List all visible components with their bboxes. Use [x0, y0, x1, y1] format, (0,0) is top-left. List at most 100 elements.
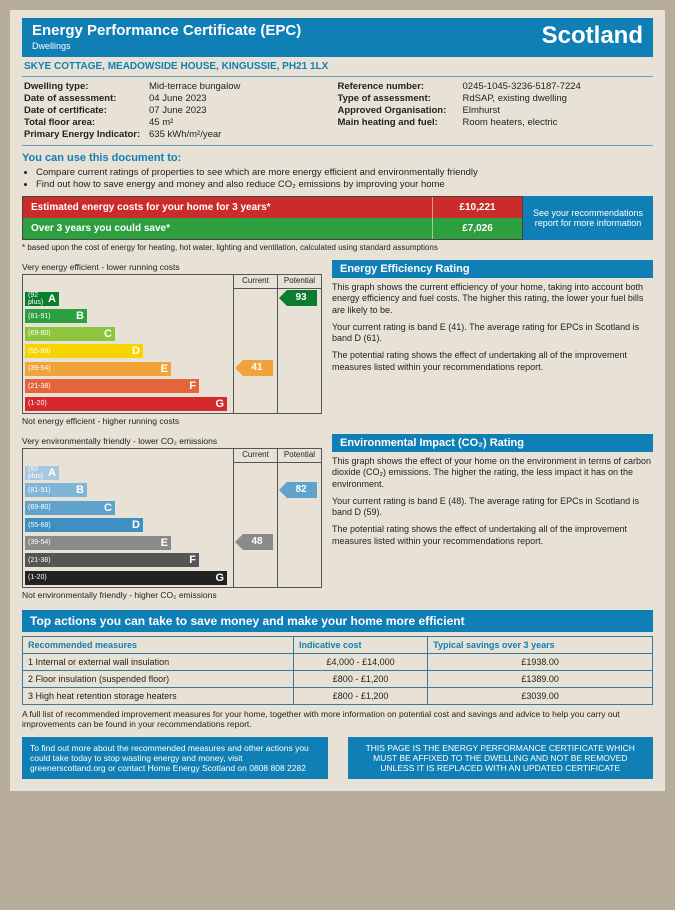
region-label: Scotland — [542, 22, 643, 50]
cost-row-save: Over 3 years you could save* £7,026 — [23, 218, 522, 239]
bottom-right: THIS PAGE IS THE ENERGY PERFORMANCE CERT… — [348, 737, 654, 779]
detail-row: Approved Organisation:Elmhurst — [338, 105, 652, 116]
detail-value: Room heaters, electric — [463, 117, 652, 128]
detail-row: Date of certificate:07 June 2023 — [24, 105, 338, 116]
band-bar-D: (55-68)D — [25, 344, 143, 358]
table-cell: £4,000 - £14,000 — [293, 654, 427, 671]
band-bar-C: (69-80) C — [25, 327, 115, 341]
band-range: (1-20) — [28, 400, 47, 407]
band-letter: B — [76, 484, 84, 496]
usage-list: Compare current ratings of properties to… — [36, 167, 653, 190]
eir-p2: Your current rating is band E (48). The … — [332, 496, 653, 519]
band-letter: G — [215, 398, 224, 410]
actions-col: Recommended measures — [23, 637, 294, 654]
table-cell: £3039.00 — [428, 688, 653, 705]
bottom-boxes: To find out more about the recommended m… — [22, 737, 653, 779]
band-row: (92 plus)A — [25, 465, 59, 480]
band-bar-E: (39-54)E — [25, 536, 171, 550]
usage-heading: You can use this document to: — [22, 152, 653, 164]
actions-note: A full list of recommended improvement m… — [22, 709, 653, 729]
band-range: (21-38) — [28, 383, 51, 390]
header-bar: Energy Performance Certificate (EPC) Dwe… — [22, 18, 653, 57]
band-row: (92 plus)A — [25, 291, 59, 306]
band-row: (39-54)E — [25, 361, 171, 376]
table-cell: 3 High heat retention storage heaters — [23, 688, 294, 705]
band-range: (39-54) — [28, 539, 51, 546]
band-letter: C — [104, 328, 112, 340]
rating-pointer: 93 — [287, 290, 317, 306]
bottom-left: To find out more about the recommended m… — [22, 737, 328, 779]
detail-label: Type of assessment: — [338, 93, 463, 104]
table-cell: £1389.00 — [428, 671, 653, 688]
band-letter: E — [161, 363, 168, 375]
detail-row: Total floor area:45 m² — [24, 117, 338, 128]
band-row: (1-20)G — [25, 570, 227, 585]
detail-value: RdSAP, existing dwelling — [463, 93, 652, 104]
detail-row: Reference number:0245-1045-3236-5187-722… — [338, 81, 652, 92]
cost-side-note: See your recommendations report for more… — [523, 196, 653, 240]
detail-row: Primary Energy Indicator:635 kWh/m²/year — [24, 129, 338, 140]
col-current: Current — [233, 275, 277, 289]
eer-p3: The potential rating shows the effect of… — [332, 350, 653, 373]
band-bar-E: (39-54)E — [25, 362, 171, 376]
band-row: (1-20) G — [25, 396, 227, 411]
detail-row: Dwelling type:Mid-terrace bungalow — [24, 81, 338, 92]
pointer-arrow-icon — [235, 360, 243, 376]
col-potential: Potential — [277, 275, 321, 289]
usage-bullet: Find out how to save energy and money an… — [36, 179, 653, 190]
band-letter: F — [189, 380, 196, 392]
table-cell: £800 - £1,200 — [293, 671, 427, 688]
band-range: (55-68) — [28, 522, 51, 529]
detail-row: Main heating and fuel:Room heaters, elec… — [338, 117, 652, 128]
eir-caption-bottom: Not environmentally friendly - higher CO… — [22, 590, 322, 600]
band-row: (81-91) B — [25, 309, 87, 324]
detail-value: 04 June 2023 — [149, 93, 338, 104]
col-potential2: Potential — [277, 449, 321, 463]
eer-section: Very energy efficient - lower running co… — [22, 260, 653, 428]
col-divider — [233, 289, 234, 413]
doc-title: Energy Performance Certificate (EPC) — [32, 22, 301, 39]
eir-chart: Current Potential (92 plus)A(81-91)B(69-… — [22, 448, 322, 588]
pointer-arrow-icon — [279, 290, 287, 306]
cost-block: Estimated energy costs for your home for… — [22, 196, 653, 240]
actions-col: Typical savings over 3 years — [428, 637, 653, 654]
actions-col: Indicative cost — [293, 637, 427, 654]
actions-heading: Top actions you can take to save money a… — [22, 610, 653, 632]
band-row: (55-68) D — [25, 518, 143, 533]
band-bar-G: (1-20)G — [25, 571, 227, 585]
band-letter: D — [132, 519, 140, 531]
table-cell: 2 Floor insulation (suspended floor) — [23, 671, 294, 688]
detail-label: Date of certificate: — [24, 105, 149, 116]
band-bar-B: (81-91) B — [25, 309, 87, 323]
band-letter: C — [104, 502, 112, 514]
eir-p1: This graph shows the effect of your home… — [332, 456, 653, 490]
band-range: (69-80) — [28, 330, 51, 337]
band-row: (39-54)E — [25, 535, 171, 550]
rating-pointer: 82 — [287, 482, 317, 498]
detail-label: Approved Organisation: — [338, 105, 463, 116]
eir-heading: Environmental Impact (CO₂) Rating — [332, 434, 653, 452]
detail-label: Date of assessment: — [24, 93, 149, 104]
table-row: 3 High heat retention storage heaters£80… — [23, 688, 653, 705]
band-letter: D — [132, 345, 140, 357]
band-row: (55-68)D — [25, 344, 143, 359]
band-range: (81-91) — [28, 487, 51, 494]
col-divider — [277, 289, 278, 413]
eer-p2: Your current rating is band E (41). The … — [332, 322, 653, 345]
band-letter: G — [215, 572, 224, 584]
cost-row-estimated: Estimated energy costs for your home for… — [23, 197, 522, 218]
band-bar-A: (92 plus)A — [25, 292, 59, 306]
detail-value: 45 m² — [149, 117, 338, 128]
eer-chart: Current Potential (92 plus)A (81-91) B (69-… — [22, 274, 322, 414]
detail-value: Elmhurst — [463, 105, 652, 116]
band-letter: B — [76, 310, 84, 322]
band-range: (92 plus) — [28, 466, 48, 480]
band-row: (81-91) B — [25, 483, 87, 498]
detail-label: Reference number: — [338, 81, 463, 92]
col-current2: Current — [233, 449, 277, 463]
band-row: (69-80) C — [25, 326, 115, 341]
pointer-arrow-icon — [235, 534, 243, 550]
detail-label: Dwelling type: — [24, 81, 149, 92]
band-range: (81-91) — [28, 313, 51, 320]
rating-pointer: 48 — [243, 534, 273, 550]
